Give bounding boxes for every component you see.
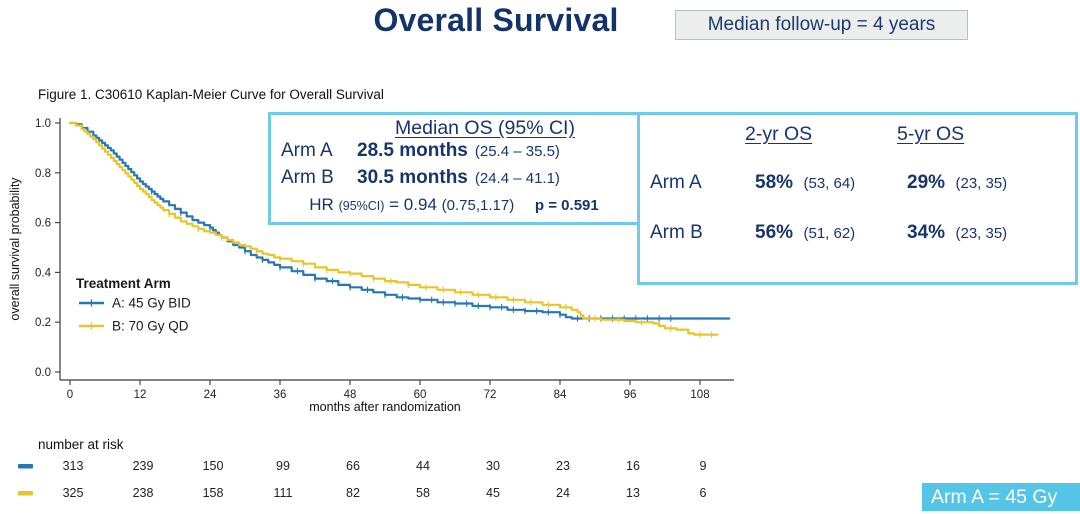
figure-caption: Figure 1. C30610 Kaplan-Meier Curve for … [38, 87, 384, 102]
five-yr-os-header: 5-yr OS [897, 123, 965, 145]
km-curve-arm-a [68, 121, 731, 320]
hazard-ratio-line: HR (95%CI) = 0.94 (0.75,1.17) p = 0.591 [277, 195, 631, 215]
y-tick-label: 0.2 [35, 317, 51, 329]
x-tick-label: 84 [554, 389, 567, 401]
median-os-row-arm-a: Arm A 28.5 months (25.4 – 35.5) [277, 140, 631, 167]
risk-count: 313 [63, 459, 84, 473]
median-os-box: Median OS (95% CI) Arm A 28.5 months (25… [268, 112, 640, 225]
os-rates-row-arm-a: Arm A 58% (53, 64) 29% (23, 35) [640, 172, 1075, 194]
risk-count: 66 [346, 459, 360, 473]
km-curve-arm-b [68, 121, 719, 336]
arm-a-label: Arm A [650, 172, 702, 193]
arm-a-label: Arm A [281, 140, 333, 161]
risk-count: 6 [700, 486, 707, 500]
risk-count: 238 [133, 486, 154, 500]
median-os-row-arm-b: Arm B 30.5 months (24.4 – 41.1) [277, 167, 631, 194]
x-tick-label: 24 [204, 389, 217, 401]
arm-b-2yr-os: 56% [755, 222, 794, 243]
arm-b-label: Arm B [650, 222, 703, 243]
x-tick-label: 108 [690, 389, 709, 401]
x-tick-label: 48 [344, 389, 357, 401]
arm-b-5yr-os: 34% [907, 222, 946, 243]
x-tick-label: 60 [414, 389, 427, 401]
hr-prefix: HR [309, 195, 334, 214]
page-title: Overall Survival [373, 2, 619, 38]
median-os-header: Median OS (95% CI) [395, 117, 575, 139]
risk-count: 325 [63, 486, 84, 500]
y-tick-label: 0.0 [35, 367, 51, 379]
risk-count: 111 [273, 486, 292, 500]
arm-a-median: 28.5 months [357, 140, 468, 161]
y-tick-label: 1.0 [35, 118, 51, 130]
y-tick-label: 0.6 [35, 218, 51, 230]
y-tick-label: 0.8 [35, 168, 51, 180]
x-tick-label: 0 [67, 389, 73, 401]
risk-count: 44 [416, 459, 430, 473]
p-value: p = 0.591 [534, 197, 599, 214]
number-at-risk-table: 313 239 150 99 66 44 30 23 16 9 325 238 158 111 82 58 45… [18, 459, 707, 500]
arm-b-label: Arm B [281, 167, 334, 188]
risk-count: 58 [416, 486, 430, 500]
arm-a-dose-badge: Arm A = 45 Gy [922, 483, 1080, 511]
legend-title: Treatment Arm [76, 276, 171, 291]
os-rates-header: 2-yr OS 5-yr OS [640, 123, 1075, 146]
arm-b-5yr-ci: (23, 35) [955, 225, 1008, 242]
risk-count: 30 [486, 459, 500, 473]
arm-a-median-ci: (25.4 – 35.5) [474, 143, 560, 160]
risk-count: 45 [486, 486, 500, 500]
legend-label-b: B: 70 Gy QD [112, 319, 189, 334]
hr-ci-label: (95%CI) [338, 199, 385, 213]
risk-row-marker-arm-b [18, 491, 33, 496]
arm-a-2yr-os: 58% [755, 172, 794, 193]
y-axis-title: overall survival probability [8, 177, 22, 321]
arm-a-5yr-os: 29% [907, 172, 946, 193]
risk-count: 16 [626, 459, 640, 473]
km-survival-chart: 0 12 24 36 48 60 72 84 96 108 0.0 0.2 0.4 0.6 0.8 1.0 mo… [8, 118, 734, 414]
risk-count: 158 [203, 486, 224, 500]
arm-b-2yr-ci: (51, 62) [803, 225, 856, 242]
two-yr-os-header: 2-yr OS [745, 123, 813, 145]
x-tick-label: 12 [134, 389, 147, 401]
risk-count: 82 [346, 486, 360, 500]
x-axis-title: months after randomization [309, 400, 461, 414]
risk-count: 23 [556, 459, 570, 473]
risk-row-marker-arm-a [18, 464, 33, 469]
risk-count: 9 [700, 459, 707, 473]
y-tick-label: 0.4 [35, 267, 52, 279]
risk-count: 13 [626, 486, 640, 500]
arm-a-2yr-ci: (53, 64) [803, 175, 856, 192]
x-tick-label: 36 [274, 389, 287, 401]
hr-ci: (0.75,1.17) [441, 197, 515, 214]
arm-b-median: 30.5 months [357, 167, 468, 188]
risk-count: 99 [276, 459, 290, 473]
legend-label-a: A: 45 Gy BID [112, 296, 191, 311]
risk-count: 239 [133, 459, 154, 473]
os-rates-box: 2-yr OS 5-yr OS Arm A 58% (53, 64) 29% (… [637, 112, 1078, 285]
median-followup-note: Median follow-up = 4 years [675, 10, 968, 40]
x-tick-label: 72 [484, 389, 497, 401]
hr-value: = 0.94 [389, 195, 437, 214]
risk-count: 150 [203, 459, 224, 473]
arm-b-median-ci: (24.4 – 41.1) [474, 170, 560, 187]
risk-count: 24 [556, 486, 570, 500]
number-at-risk-label: number at risk [38, 437, 124, 452]
x-tick-label: 96 [624, 389, 637, 401]
os-rates-row-arm-b: Arm B 56% (51, 62) 34% (23, 35) [640, 222, 1075, 244]
arm-a-5yr-ci: (23, 35) [955, 175, 1008, 192]
